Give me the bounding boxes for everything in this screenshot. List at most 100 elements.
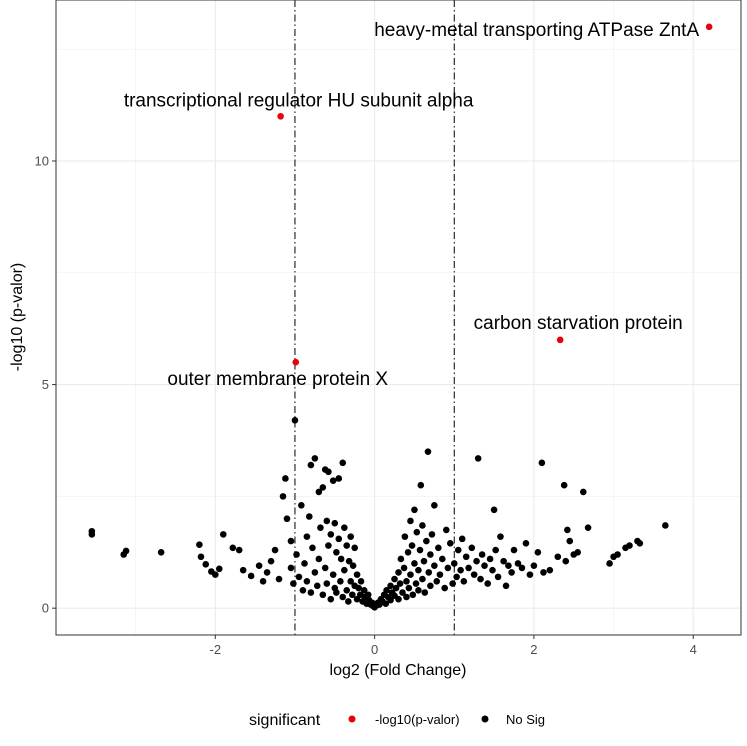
- no-sig-point: [522, 540, 530, 547]
- no-sig-point: [468, 544, 476, 552]
- threshold-lines: [294, 0, 455, 635]
- no-sig-point: [335, 535, 343, 543]
- no-sig-point: [357, 578, 365, 585]
- no-sig-point: [566, 537, 574, 545]
- no-sig-point: [441, 584, 448, 592]
- no-sig-point: [321, 564, 329, 572]
- no-sig-point: [546, 566, 554, 574]
- no-sig-point: [435, 544, 442, 552]
- no-sig-point: [392, 584, 400, 592]
- no-sig-point: [215, 565, 223, 573]
- x-axis-title: log2 (Fold Change): [330, 662, 467, 679]
- no-sig-point: [439, 555, 446, 563]
- no-sig-point: [407, 517, 414, 525]
- no-sig-point: [416, 546, 424, 554]
- no-sig-point: [419, 575, 426, 583]
- no-sig-point: [484, 580, 492, 587]
- no-sig-point: [431, 562, 438, 569]
- no-sig-point: [279, 493, 287, 500]
- no-sig-points: [88, 417, 669, 611]
- no-sig-point: [554, 553, 562, 561]
- no-sig-point: [301, 560, 308, 567]
- no-sig-point: [446, 540, 454, 547]
- no-sig-point: [538, 459, 546, 467]
- no-sig-point: [339, 593, 347, 601]
- point-annotation: transcriptional regulator HU subunit alp…: [124, 90, 474, 111]
- no-sig-point: [313, 582, 321, 590]
- no-sig-point: [409, 591, 417, 599]
- no-sig-point: [337, 578, 344, 585]
- no-sig-point: [415, 566, 422, 574]
- y-tick-label: 10: [35, 153, 49, 168]
- no-sig-point: [450, 560, 458, 567]
- no-sig-point: [497, 533, 504, 540]
- plot-panel: [56, 0, 741, 635]
- no-sig-point: [360, 586, 368, 594]
- no-sig-point: [514, 560, 522, 567]
- no-sig-point: [122, 547, 130, 555]
- no-sig-point: [614, 551, 621, 558]
- no-sig-point: [417, 481, 425, 489]
- no-sig-point: [311, 455, 319, 462]
- no-sig-point: [343, 586, 351, 594]
- no-sig-point: [325, 542, 332, 549]
- no-sig-point: [490, 506, 498, 514]
- no-sig-point: [424, 448, 432, 455]
- no-sig-point: [311, 569, 319, 576]
- legend-label-no-sig: No Sig: [506, 712, 545, 727]
- no-sig-point: [315, 488, 323, 496]
- significant-points: [277, 23, 713, 366]
- no-sig-point: [347, 533, 355, 540]
- no-sig-point: [317, 524, 324, 531]
- no-sig-point: [404, 548, 412, 556]
- no-sig-point: [412, 580, 420, 587]
- no-sig-point: [492, 546, 499, 554]
- no-sig-point: [560, 481, 568, 489]
- y-axis-ticks: 0 5 10: [35, 153, 56, 616]
- no-sig-point: [319, 484, 327, 491]
- no-sig-point: [408, 542, 416, 549]
- plot-border: [55, 0, 742, 636]
- no-sig-point: [486, 555, 494, 563]
- no-sig-point: [444, 564, 452, 572]
- no-sig-point: [298, 502, 305, 509]
- legend-label-significant: -log10(p-valor): [375, 712, 460, 727]
- no-sig-point: [287, 564, 295, 572]
- no-sig-point: [574, 548, 582, 556]
- no-sig-point: [259, 578, 267, 585]
- no-sig-point: [415, 586, 422, 594]
- no-sig-point: [449, 580, 456, 587]
- no-sig-point: [540, 569, 547, 576]
- point-annotation: heavy-metal transporting ATPase ZntA: [374, 20, 699, 41]
- no-sig-point: [395, 595, 402, 603]
- no-sig-point: [299, 586, 307, 594]
- no-sig-point: [282, 475, 289, 482]
- no-sig-point: [290, 580, 297, 587]
- legend: significant -log10(p-valor) No Sig: [249, 712, 545, 729]
- x-tick-label: 4: [690, 642, 697, 657]
- no-sig-point: [303, 533, 311, 540]
- no-sig-point: [534, 548, 542, 556]
- no-sig-point: [460, 578, 468, 585]
- no-sig-point: [606, 560, 613, 567]
- no-sig-point: [387, 596, 394, 604]
- no-sig-point: [247, 572, 255, 580]
- no-sig-point: [202, 561, 210, 568]
- no-sig-point: [626, 542, 633, 549]
- no-sig-point: [530, 562, 538, 569]
- y-tick-label: 0: [42, 601, 49, 616]
- no-sig-point: [387, 582, 394, 590]
- no-sig-point: [349, 562, 357, 569]
- no-sig-point: [196, 541, 203, 548]
- no-sig-point: [481, 562, 488, 569]
- x-tick-label: 0: [371, 642, 378, 657]
- legend-key-no-sig: [481, 715, 489, 723]
- legend-key-significant: [348, 715, 356, 723]
- significant-point: [556, 336, 564, 344]
- no-sig-point: [411, 506, 418, 514]
- no-sig-point: [579, 488, 587, 496]
- no-sig-point: [453, 573, 460, 581]
- no-sig-point: [341, 524, 348, 531]
- x-tick-label: 2: [530, 642, 537, 657]
